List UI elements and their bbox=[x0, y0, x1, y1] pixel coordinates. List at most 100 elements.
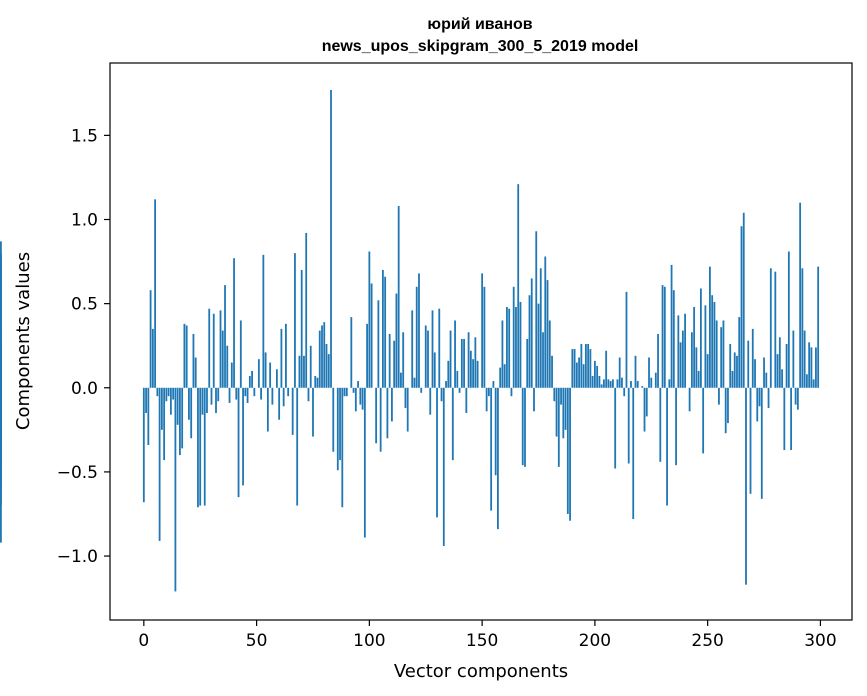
bar-217 bbox=[632, 387, 635, 520]
bar-209 bbox=[614, 387, 617, 469]
bar-175 bbox=[537, 303, 540, 388]
bar-126 bbox=[427, 330, 429, 388]
bar-265 bbox=[740, 226, 743, 388]
bar-119 bbox=[411, 310, 414, 388]
bar-148 bbox=[476, 360, 479, 388]
bar-64 bbox=[287, 387, 290, 397]
bar-38 bbox=[228, 387, 231, 403]
bar-121 bbox=[415, 286, 418, 388]
y-tick-label: 1.0 bbox=[71, 210, 98, 230]
bar-229 bbox=[659, 387, 662, 462]
bar-296 bbox=[810, 347, 813, 388]
bar-94 bbox=[354, 387, 357, 412]
bar-192 bbox=[575, 362, 578, 388]
bar-145 bbox=[469, 350, 472, 388]
bar-283 bbox=[781, 369, 783, 388]
bar-153 bbox=[487, 387, 490, 397]
bar-202 bbox=[598, 376, 601, 388]
bar-52 bbox=[260, 387, 262, 400]
bar-56 bbox=[269, 362, 272, 388]
bar-26 bbox=[201, 387, 204, 415]
bar-212 bbox=[621, 377, 623, 388]
bar-211 bbox=[618, 357, 621, 388]
bar-53 bbox=[262, 254, 265, 388]
bar-261 bbox=[731, 370, 734, 388]
bar-278 bbox=[769, 268, 772, 388]
bar-227 bbox=[654, 372, 657, 388]
bar-187 bbox=[564, 387, 567, 430]
y-tick-label: −0.5 bbox=[57, 463, 98, 483]
bar-13 bbox=[172, 387, 175, 400]
bar-182 bbox=[553, 387, 556, 402]
y-axis-label: Components values bbox=[13, 252, 34, 430]
bar-140 bbox=[458, 387, 461, 393]
bar-84 bbox=[332, 387, 335, 452]
bar-277 bbox=[767, 387, 770, 408]
bar-206 bbox=[607, 379, 610, 388]
bar-244 bbox=[693, 307, 696, 388]
bar-30 bbox=[210, 387, 213, 405]
x-tick-label: 100 bbox=[353, 631, 385, 651]
bar-289 bbox=[794, 387, 797, 405]
y-axis-ticks: −1.0 −0.5 0.0 0.5 1.0 1.5 bbox=[57, 126, 110, 567]
bar-203 bbox=[600, 384, 603, 388]
bar-205 bbox=[605, 350, 608, 388]
bar-286 bbox=[787, 251, 790, 388]
bar-288 bbox=[792, 330, 795, 388]
bar-17 bbox=[181, 387, 184, 449]
bar-128 bbox=[431, 310, 434, 388]
bar-189 bbox=[569, 387, 571, 521]
bar-188 bbox=[566, 387, 569, 514]
bar-222 bbox=[643, 387, 646, 432]
bar-184 bbox=[557, 387, 560, 467]
bar-245 bbox=[695, 347, 698, 388]
bar-276 bbox=[765, 372, 768, 388]
bar-233 bbox=[668, 379, 671, 388]
bar-213 bbox=[623, 387, 626, 397]
x-tick-label: 250 bbox=[691, 631, 723, 651]
bar-110 bbox=[391, 387, 393, 422]
y-tick-label: 0.0 bbox=[71, 379, 98, 399]
bar-93 bbox=[352, 387, 355, 393]
plot-frame bbox=[109, 62, 853, 621]
bar-35 bbox=[221, 330, 224, 388]
bar-4 bbox=[151, 328, 154, 388]
bar-195 bbox=[582, 364, 585, 388]
bar-262 bbox=[733, 352, 736, 388]
bar-157 bbox=[497, 387, 499, 530]
bar-100 bbox=[368, 251, 371, 388]
bar-51 bbox=[257, 359, 260, 388]
bar-23 bbox=[194, 357, 197, 388]
bar-216 bbox=[630, 381, 632, 388]
bar-36 bbox=[224, 285, 226, 388]
bar-47 bbox=[248, 376, 251, 388]
bar-141 bbox=[460, 338, 463, 388]
bar-165 bbox=[515, 307, 517, 388]
bar-176 bbox=[539, 268, 542, 388]
bar-191 bbox=[573, 349, 576, 388]
bar-239 bbox=[681, 330, 684, 388]
bar-57 bbox=[271, 387, 274, 405]
bar-137 bbox=[451, 387, 454, 461]
bar-253 bbox=[713, 301, 716, 388]
bar-197 bbox=[587, 344, 590, 388]
bar-70 bbox=[300, 269, 303, 388]
bar-5 bbox=[154, 199, 156, 388]
bar-193 bbox=[578, 357, 580, 388]
bar-146 bbox=[472, 359, 474, 388]
bar-132 bbox=[440, 387, 443, 402]
bar-210 bbox=[616, 379, 619, 388]
bar-105 bbox=[379, 387, 382, 452]
bar-287 bbox=[790, 387, 792, 451]
bar-129 bbox=[433, 352, 436, 388]
bar-95 bbox=[357, 381, 359, 388]
bar-15 bbox=[176, 387, 179, 425]
bar-270 bbox=[751, 328, 754, 388]
bar-92 bbox=[350, 317, 353, 388]
bar-299 bbox=[817, 266, 820, 388]
bar-71 bbox=[303, 355, 305, 388]
bar-190 bbox=[571, 349, 574, 388]
bar-291 bbox=[799, 202, 802, 388]
bar-89 bbox=[343, 387, 346, 397]
bar-33 bbox=[217, 387, 220, 402]
